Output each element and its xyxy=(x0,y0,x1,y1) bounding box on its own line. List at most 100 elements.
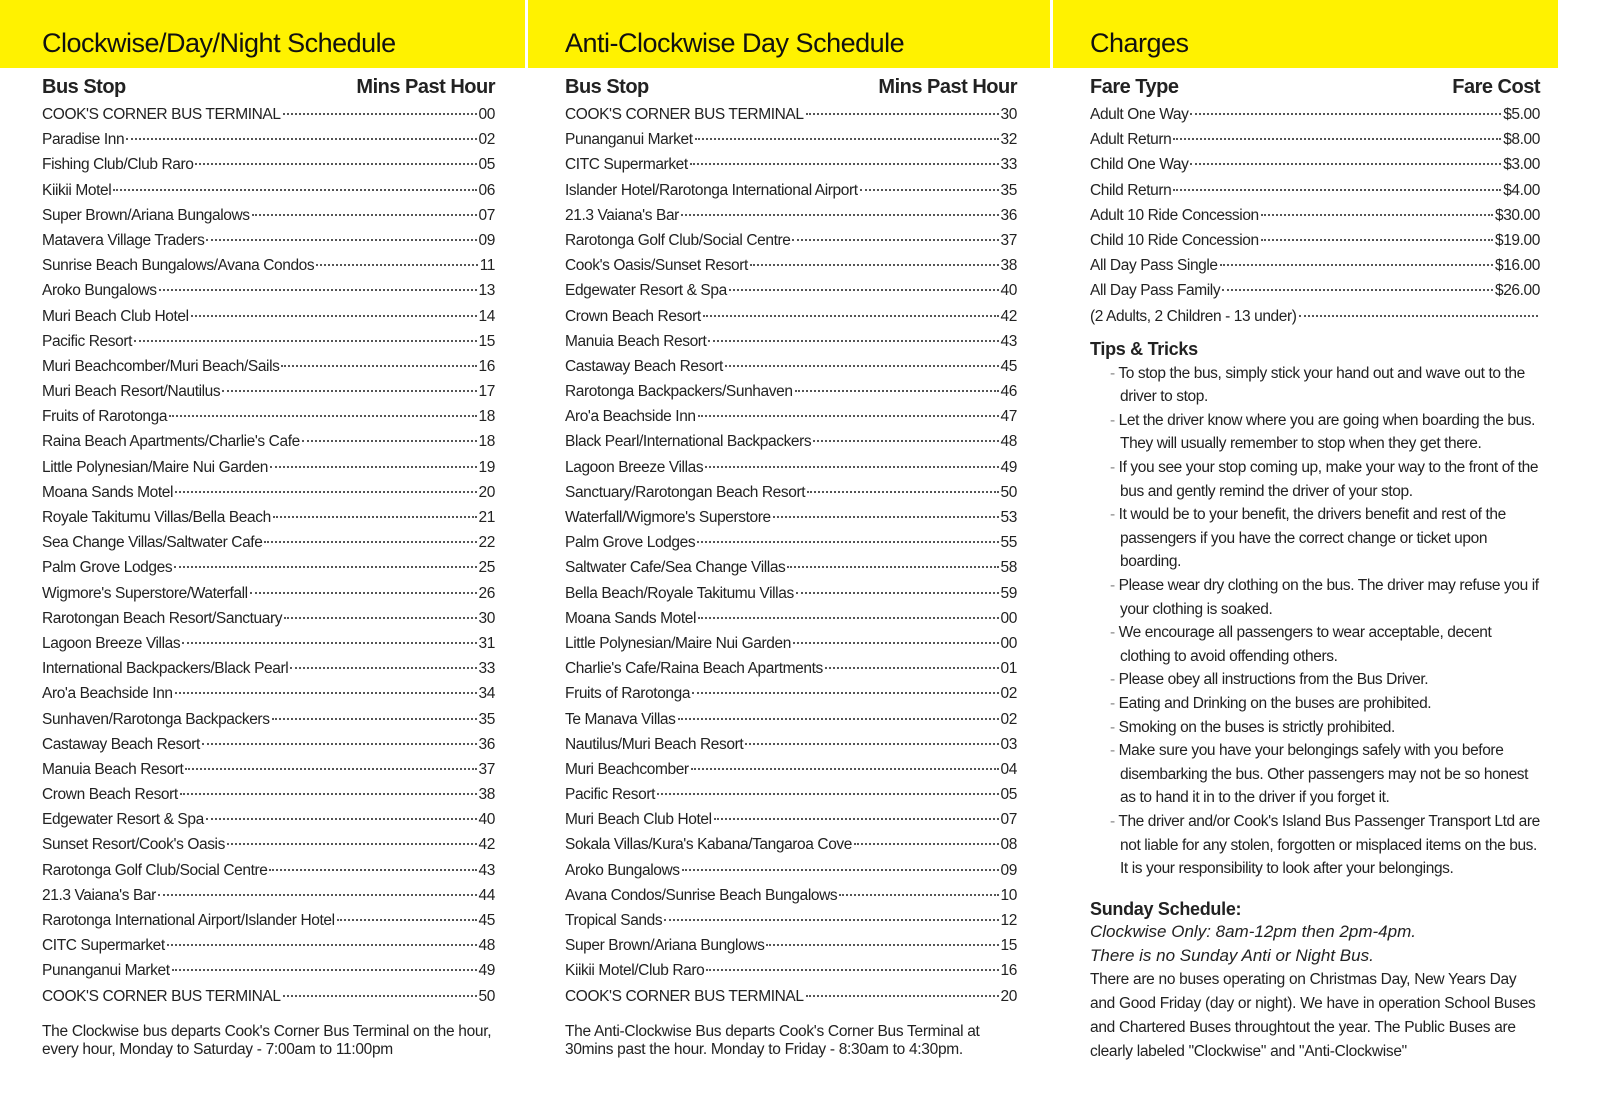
row-value: 02 xyxy=(478,131,496,149)
row-value: 12 xyxy=(1000,912,1018,929)
table-row: Castaway Beach Resort 36 xyxy=(42,732,495,757)
table-row: Palm Grove Lodges 55 xyxy=(565,530,1017,555)
row-value: 15 xyxy=(1000,937,1018,955)
table-header: Bus Stop Mins Past Hour xyxy=(565,68,1017,102)
table-row: Rarotonga Golf Club/Social Centre 43 xyxy=(42,858,495,883)
tip: We encourage all passengers to wear acce… xyxy=(1110,621,1540,668)
row-label: All Day Pass Single xyxy=(1090,257,1218,275)
row-value: $30.00 xyxy=(1494,206,1540,224)
leader-dots xyxy=(813,440,999,443)
row-label: Kiikii Motel/Club Raro xyxy=(565,962,705,980)
row-value: 45 xyxy=(1000,357,1018,375)
table-row: Cook's Oasis/Sunset Resort 38 xyxy=(565,253,1017,278)
row-value: 42 xyxy=(478,836,496,854)
sunday-text: There are no buses operating on Christma… xyxy=(1090,970,1536,1060)
leader-dots xyxy=(251,213,477,216)
row-label: Avana Condos/Sunrise Beach Bungalows xyxy=(565,886,838,904)
leader-dots xyxy=(264,541,477,544)
section-title: Clockwise/Day/Night Schedule xyxy=(42,28,396,58)
header-bar xyxy=(1053,0,1558,68)
row-label: Paradise Inn xyxy=(42,131,125,149)
leader-dots xyxy=(677,717,999,720)
leader-dots xyxy=(1173,188,1502,191)
leader-dots xyxy=(807,490,999,493)
row-label: Saltwater Cafe/Sea Change Villas xyxy=(565,559,786,577)
row-value: 46 xyxy=(1000,383,1018,401)
leader-dots xyxy=(1298,314,1538,317)
header-cell: Fare Type xyxy=(1090,76,1179,98)
row-label: Muri Beachcomber xyxy=(565,760,689,778)
table-row: Fruits of Rarotonga 02 xyxy=(565,681,1017,706)
header-bar xyxy=(0,0,525,68)
table-row: COOK'S CORNER BUS TERMINAL 00 xyxy=(42,102,495,127)
table-row: Fishing Club/Club Raro 05 xyxy=(42,152,495,177)
row-label: Rarotonga Backpackers/Sunhaven xyxy=(565,383,793,401)
row-label: Charlie's Cafe/Raina Beach Apartments xyxy=(565,660,823,678)
leader-dots xyxy=(1190,163,1502,166)
leader-dots xyxy=(792,238,999,241)
table-row: Lagoon Breeze Villas 49 xyxy=(565,455,1017,480)
row-label: Sanctuary/Rarotongan Beach Resort xyxy=(565,483,806,501)
row-value: 05 xyxy=(1000,786,1018,804)
row-label: Fruits of Rarotonga xyxy=(42,408,168,426)
leader-dots xyxy=(249,591,477,594)
row-value: 58 xyxy=(1000,559,1018,577)
leader-dots xyxy=(859,188,999,191)
leader-dots xyxy=(336,919,477,921)
table-row: 21.3 Vaiana's Bar 44 xyxy=(42,883,495,908)
row-value: 20 xyxy=(478,483,496,501)
leader-dots xyxy=(179,793,477,796)
row-label: COOK'S CORNER BUS TERMINAL xyxy=(565,987,804,1005)
table-row: Fruits of Rarotonga 18 xyxy=(42,404,495,429)
table-row: Te Manava Villas 02 xyxy=(565,707,1017,732)
row-label: Super Brown/Ariana Bungalows xyxy=(42,206,250,224)
table-row: Sea Change Villas/Saltwater Cafe 22 xyxy=(42,530,495,555)
row-value: 38 xyxy=(1000,257,1018,275)
row-label: Manuia Beach Resort xyxy=(42,760,184,778)
row-value: 35 xyxy=(1000,181,1018,199)
row-label: Cook's Oasis/Sunset Resort xyxy=(565,257,748,275)
table-row: CITC Supermarket 48 xyxy=(42,933,495,958)
row-label: Aroko Bungalows xyxy=(565,861,680,879)
row-value: 48 xyxy=(1000,433,1018,451)
leader-dots xyxy=(301,440,477,443)
row-value: 18 xyxy=(478,433,496,451)
table-row: COOK'S CORNER BUS TERMINAL 30 xyxy=(565,102,1017,127)
header-cell: Fare Cost xyxy=(1452,76,1540,98)
table-row: Avana Condos/Sunrise Beach Bungalows 10 xyxy=(565,883,1017,908)
row-value: 38 xyxy=(478,786,496,804)
row-label: Palm Grove Lodges xyxy=(565,534,696,552)
row-value: 00 xyxy=(478,106,496,123)
table-row: Sanctuary/Rarotongan Beach Resort 50 xyxy=(565,480,1017,505)
row-value: 50 xyxy=(478,987,496,1005)
row-label: CITC Supermarket xyxy=(565,156,688,174)
tip: Make sure you have your belongings safel… xyxy=(1110,739,1540,810)
leader-dots xyxy=(694,138,999,141)
table-row: International Backpackers/Black Pearl 33 xyxy=(42,656,495,681)
header-cell: Mins Past Hour xyxy=(878,76,1017,98)
row-value: 48 xyxy=(478,937,496,955)
leader-dots xyxy=(787,566,999,569)
row-value: 21 xyxy=(478,509,496,526)
leader-dots xyxy=(724,364,999,367)
column: Charges Fare Type Fare Cost Adult One Way $5… xyxy=(1053,0,1558,1060)
table-row: Edgewater Resort & Spa 40 xyxy=(42,807,495,832)
table-row: Punanganui Market 49 xyxy=(42,958,495,983)
table-row: Rarotonga Backpackers/Sunhaven 46 xyxy=(565,379,1017,404)
note-row: (2 Adults, 2 Children - 13 under) xyxy=(1090,304,1540,329)
row-value: 36 xyxy=(478,735,496,753)
row-value: 10 xyxy=(1000,886,1018,904)
table-row: Rarotonga Golf Club/Social Centre 37 xyxy=(565,228,1017,253)
row-label: Crown Beach Resort xyxy=(565,307,701,325)
leader-dots xyxy=(134,339,477,342)
column: Clockwise/Day/Night Schedule Bus Stop Mins… xyxy=(0,0,525,1060)
row-value: 16 xyxy=(478,357,496,375)
table-row: Crown Beach Resort 42 xyxy=(565,304,1017,329)
table-row: Kiikii Motel/Club Raro 16 xyxy=(565,958,1017,983)
row-value: 08 xyxy=(1000,836,1018,854)
row-value: 26 xyxy=(478,584,496,602)
footer-text: The Anti-Clockwise Bus departs Cook's Co… xyxy=(565,1022,980,1060)
leader-dots xyxy=(171,969,477,972)
row-label: Lagoon Breeze Villas xyxy=(42,634,181,652)
